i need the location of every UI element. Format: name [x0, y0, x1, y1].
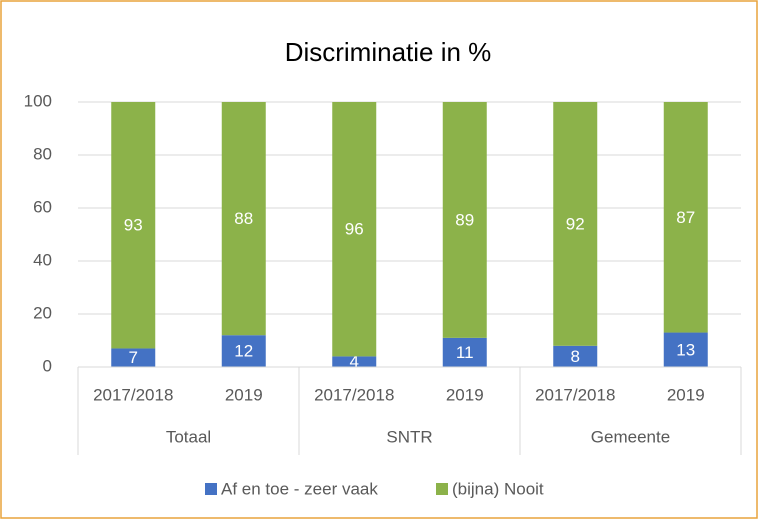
- legend-label: Af en toe - zeer vaak: [221, 479, 378, 498]
- x-tick-label: 2017/2018: [314, 385, 394, 404]
- legend-label: (bijna) Nooit: [452, 479, 544, 498]
- x-tick-label: 2019: [446, 385, 484, 404]
- bar-segment: [442, 337, 487, 367]
- legend-swatch: [436, 483, 448, 495]
- data-label: 89: [455, 210, 474, 229]
- data-label: 93: [124, 216, 143, 235]
- bar-segment: [111, 348, 156, 367]
- data-label: 88: [234, 209, 253, 228]
- group-label: Totaal: [166, 427, 211, 446]
- data-label: 13: [676, 340, 695, 359]
- y-tick-label: 40: [33, 250, 52, 269]
- data-label: 7: [129, 348, 138, 367]
- legend-swatch: [205, 483, 217, 495]
- data-label: 96: [345, 220, 364, 239]
- y-tick-label: 100: [24, 91, 52, 110]
- data-label: 87: [676, 208, 695, 227]
- bar-segment: [332, 102, 377, 357]
- y-tick-label: 60: [33, 197, 52, 216]
- data-label: 92: [566, 214, 585, 233]
- bar-segment: [221, 102, 266, 336]
- x-tick-label: 2017/2018: [93, 385, 173, 404]
- bar-segment: [553, 102, 598, 346]
- bar-segment: [332, 356, 377, 367]
- data-label: 4: [350, 352, 359, 371]
- y-tick-label: 0: [43, 356, 52, 375]
- bar-segment: [111, 102, 156, 349]
- group-label: Gemeente: [591, 427, 670, 446]
- data-label: 12: [234, 342, 253, 361]
- bar-segment: [663, 102, 708, 333]
- x-tick-label: 2019: [225, 385, 263, 404]
- x-tick-label: 2017/2018: [535, 385, 615, 404]
- y-tick-label: 80: [33, 144, 52, 163]
- group-label: SNTR: [386, 427, 432, 446]
- data-label: 11: [456, 343, 474, 362]
- x-tick-label: 2019: [667, 385, 705, 404]
- bar-segment: [442, 102, 487, 338]
- data-label: 8: [571, 347, 580, 366]
- y-tick-label: 20: [33, 303, 52, 322]
- bar-segment: [553, 345, 598, 367]
- bar-segment: [663, 332, 708, 367]
- chart-title: Discriminatie in %: [285, 37, 492, 67]
- bar-segment: [221, 335, 266, 367]
